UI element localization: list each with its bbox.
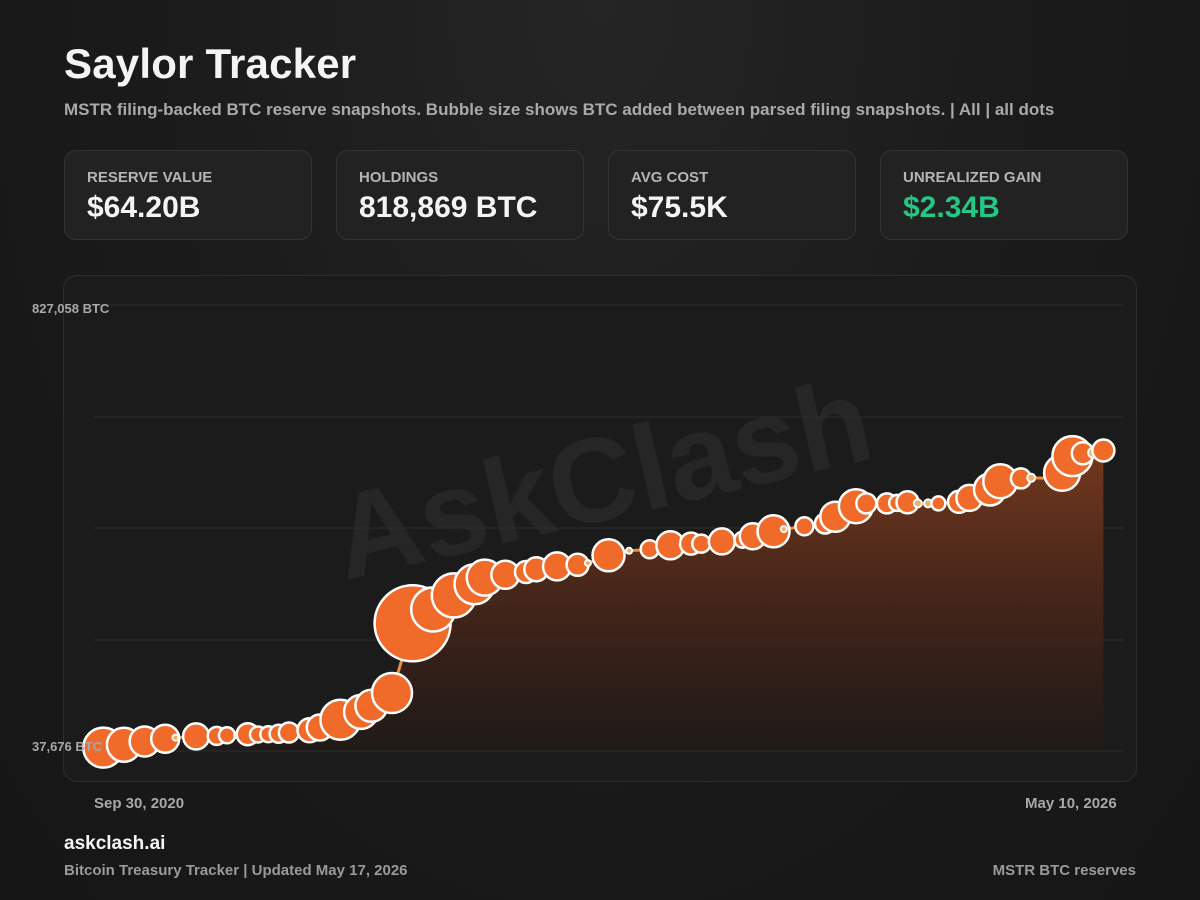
data-bubble	[707, 527, 737, 556]
card-label: RESERVE VALUE	[87, 169, 213, 186]
card-avg-cost: AVG COST $75.5K	[608, 150, 856, 240]
data-bubble	[691, 533, 712, 554]
y-axis-top-label: 827,058 BTC	[32, 301, 110, 316]
data-bubble	[591, 538, 626, 573]
data-bubble	[181, 722, 211, 751]
area-fill	[93, 450, 1104, 750]
card-holdings: HOLDINGS 818,869 BTC	[336, 150, 584, 240]
x-axis-start-label: Sep 30, 2020	[94, 795, 185, 812]
y-axis-bottom-label: 37,676 BTC	[32, 739, 103, 754]
data-bubble	[794, 516, 815, 537]
card-value: $2.34B	[903, 191, 1000, 224]
stat-cards: RESERVE VALUE $64.20B HOLDINGS 818,869 B…	[64, 150, 1136, 242]
card-value: $64.20B	[87, 191, 201, 224]
card-label: HOLDINGS	[359, 169, 439, 186]
card-value: $75.5K	[631, 191, 728, 224]
data-bubble	[779, 525, 788, 534]
data-bubble	[756, 514, 791, 549]
x-axis-end-label: May 10, 2026	[1025, 795, 1117, 812]
data-bubble	[930, 495, 947, 512]
card-label: UNREALIZED GAIN	[903, 169, 1042, 186]
bubble-layer	[82, 434, 1116, 769]
data-bubble	[370, 671, 414, 715]
data-bubble	[855, 492, 878, 515]
data-bubble	[277, 721, 301, 744]
footer-caption: Bitcoin Treasury Tracker | Updated May 1…	[64, 862, 408, 879]
page-title: Saylor Tracker	[64, 40, 357, 87]
card-label: AVG COST	[631, 169, 709, 186]
footer-series-label: MSTR BTC reserves	[992, 862, 1136, 879]
page-subtitle: MSTR filing-backed BTC reserve snapshots…	[64, 100, 1055, 119]
card-unrealized-gain: UNREALIZED GAIN $2.34B	[880, 150, 1128, 240]
data-bubble	[1026, 472, 1037, 483]
data-bubble	[1091, 438, 1116, 463]
data-bubble	[912, 498, 923, 509]
data-bubble	[171, 733, 180, 742]
data-bubble	[217, 726, 237, 745]
brand-name: askclash.ai	[64, 833, 166, 854]
data-bubble	[625, 546, 634, 555]
card-reserve-value: RESERVE VALUE $64.20B	[64, 150, 312, 240]
card-value: 818,869 BTC	[359, 191, 538, 224]
data-bubble	[583, 559, 592, 568]
